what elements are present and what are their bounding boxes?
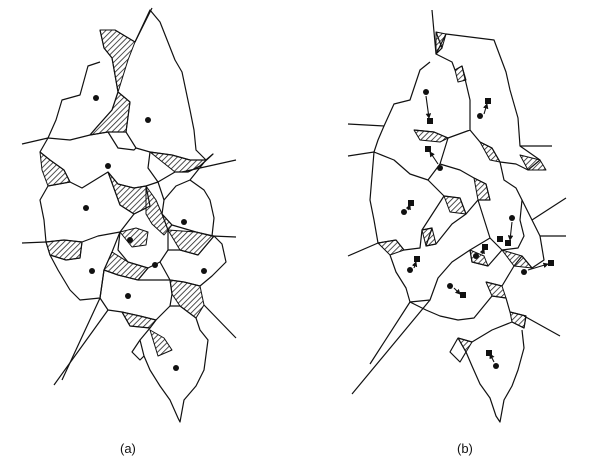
hatched-regions-a bbox=[39, 29, 215, 357]
cell-boundaries-b bbox=[369, 31, 545, 423]
panel-label-a: (a) bbox=[120, 441, 136, 456]
panel-a bbox=[21, 7, 237, 423]
rays-b bbox=[347, 9, 567, 395]
rays-a bbox=[21, 7, 237, 386]
hatched-regions-b bbox=[377, 31, 547, 353]
panel-b bbox=[347, 9, 567, 423]
displacement-arrows-b bbox=[405, 95, 549, 363]
site-dots-a bbox=[83, 95, 207, 371]
cell-boundaries-a bbox=[39, 9, 227, 423]
panel-label-b: (b) bbox=[457, 441, 473, 456]
new-site-squares-b bbox=[408, 98, 554, 356]
original-site-dots-b bbox=[401, 89, 527, 369]
